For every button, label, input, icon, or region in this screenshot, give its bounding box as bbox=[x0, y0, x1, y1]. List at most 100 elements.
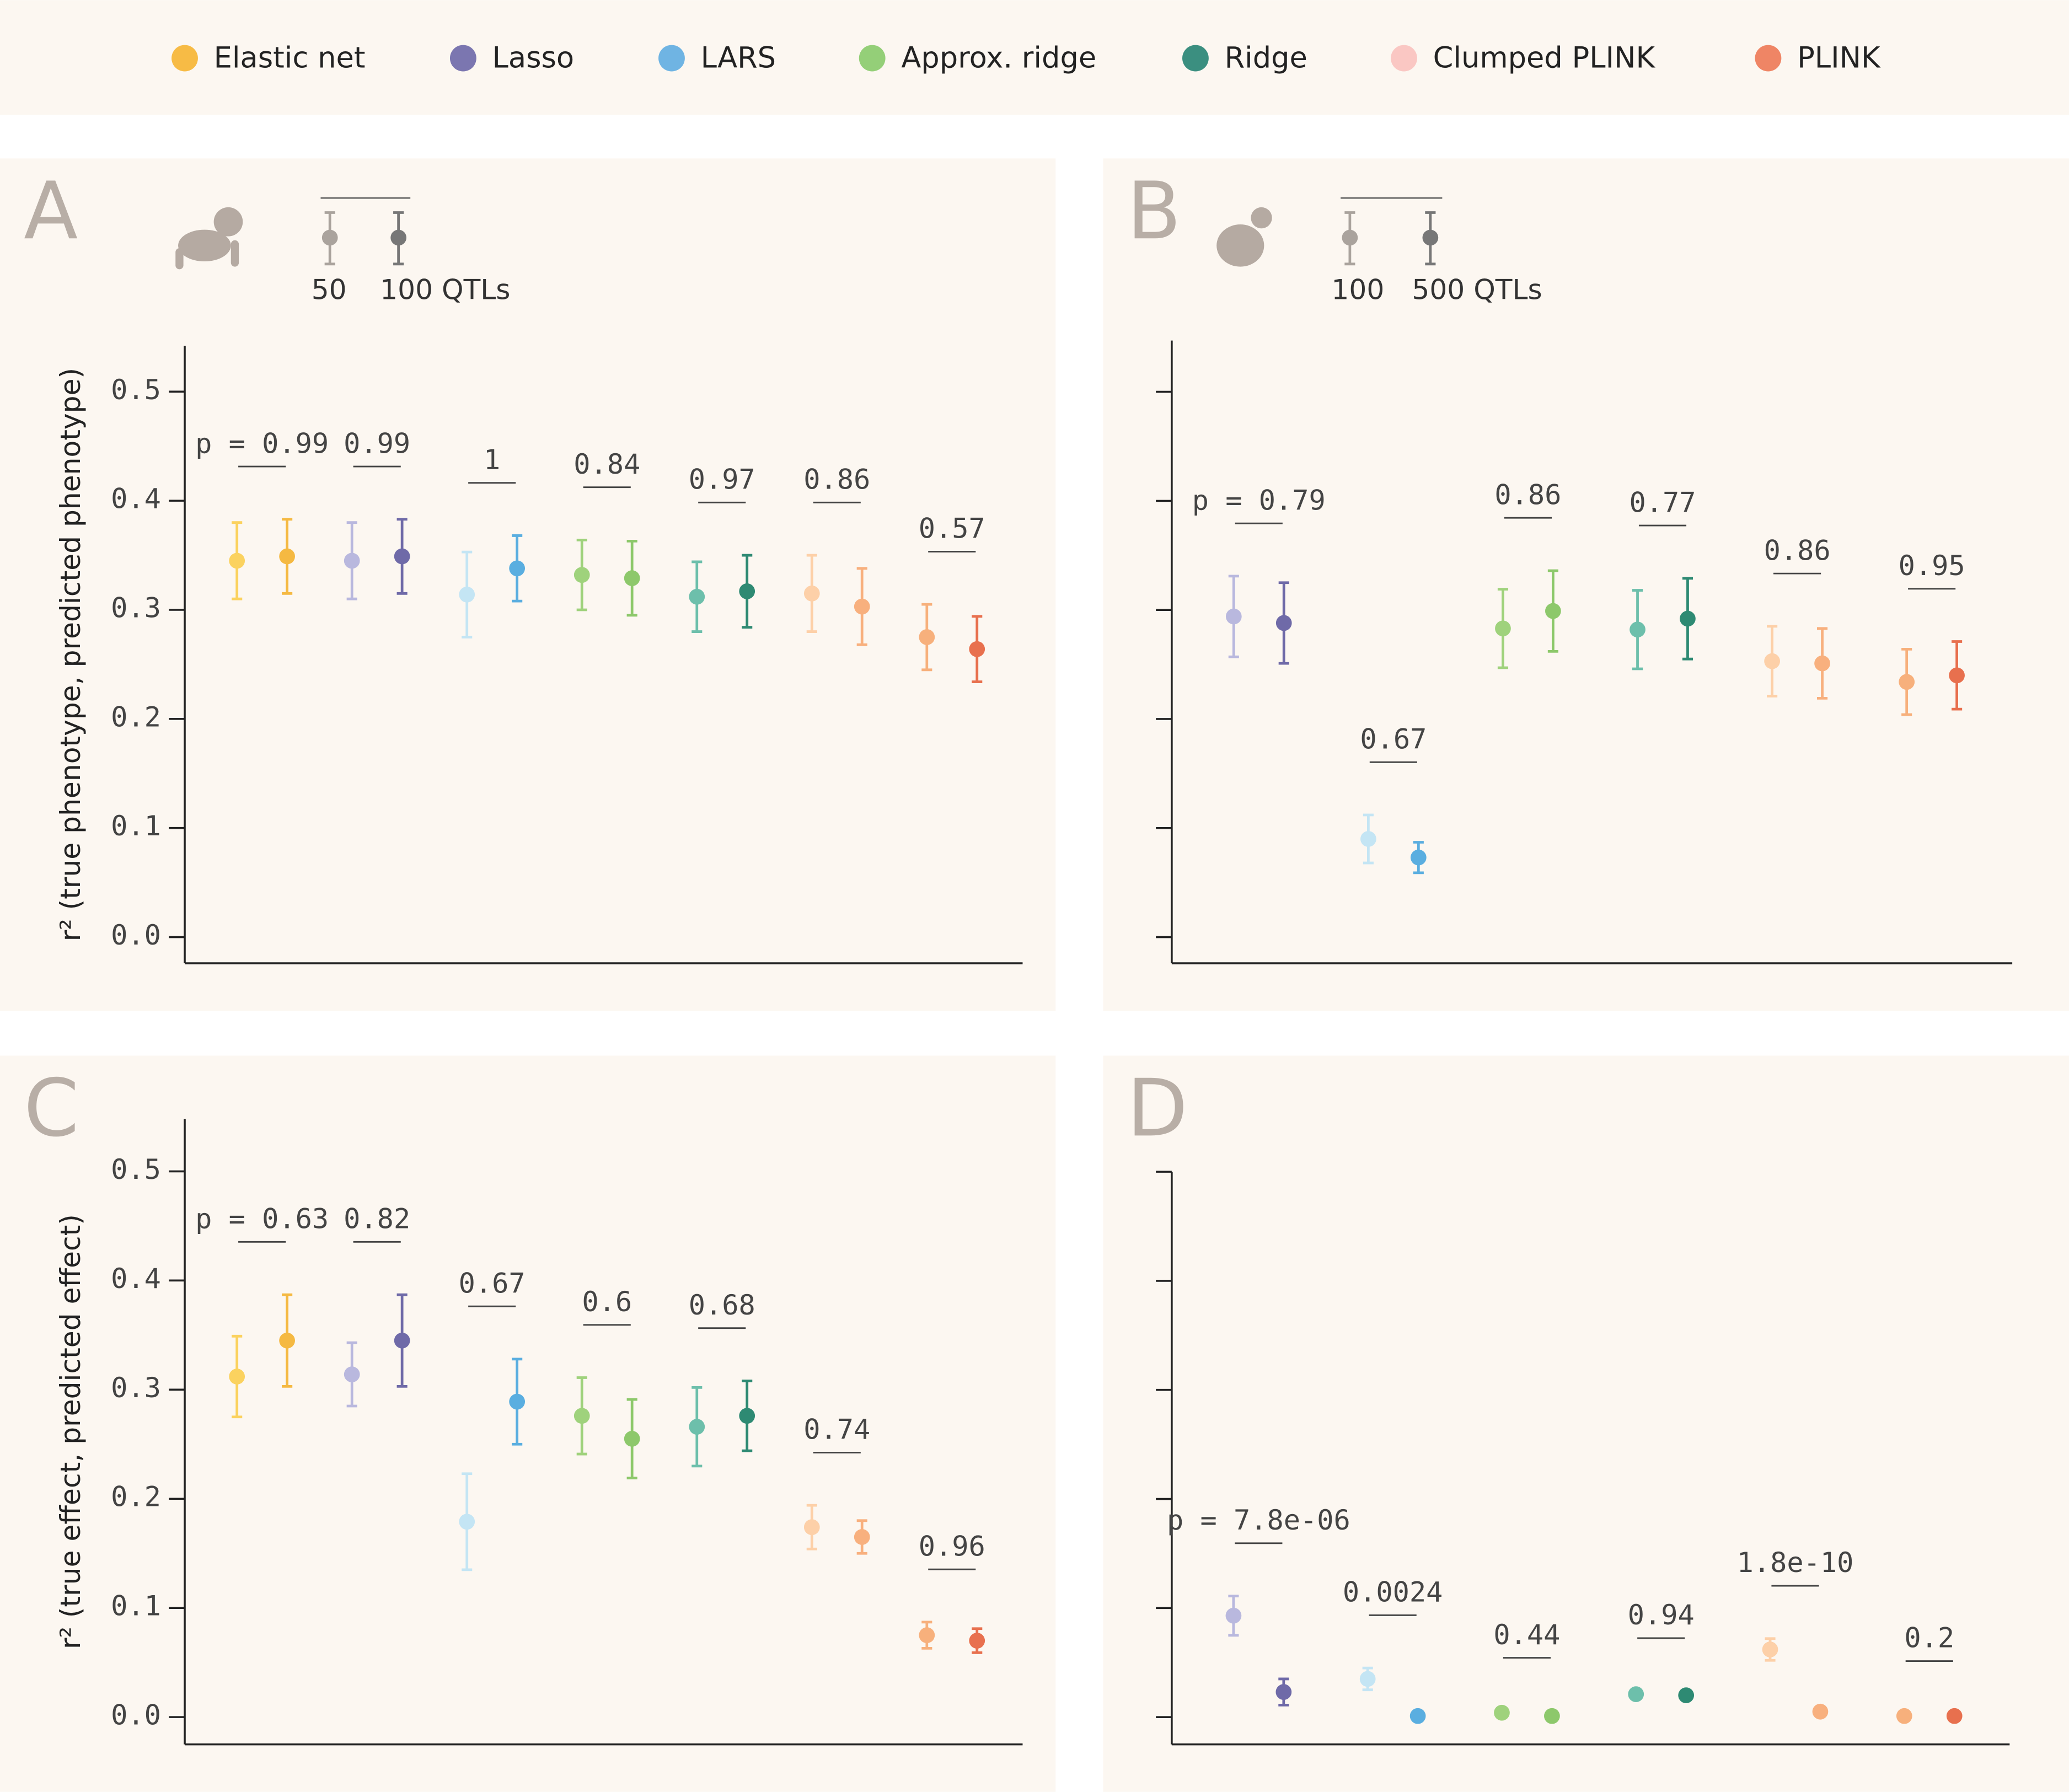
y-tick-label: 0.4 bbox=[111, 1262, 161, 1295]
point bbox=[689, 588, 705, 605]
y-tick-label: 0.2 bbox=[111, 1480, 161, 1513]
point bbox=[803, 1519, 820, 1536]
condition-label: 100 QTLs bbox=[380, 273, 510, 306]
panel-letter: D bbox=[1127, 1062, 1188, 1154]
y-tick-label: 0.0 bbox=[111, 1699, 161, 1731]
p-label: 0.97 bbox=[689, 463, 755, 496]
point bbox=[573, 567, 590, 583]
baby-icon bbox=[175, 207, 243, 270]
y-tick-label: 0.2 bbox=[111, 700, 161, 733]
legend-label: Elastic net bbox=[214, 41, 366, 75]
point bbox=[1896, 1708, 1912, 1724]
point bbox=[1814, 655, 1830, 672]
point bbox=[1494, 1704, 1510, 1721]
point bbox=[1680, 610, 1696, 627]
point bbox=[854, 1529, 870, 1545]
y-tick-label: 0.0 bbox=[111, 919, 161, 951]
panel-bg bbox=[1103, 1055, 2069, 1792]
point bbox=[459, 586, 475, 603]
point bbox=[279, 548, 295, 565]
point bbox=[969, 641, 985, 657]
legend-label: LARS bbox=[701, 41, 776, 75]
p-label: 0.86 bbox=[1764, 534, 1831, 566]
point bbox=[854, 598, 870, 615]
legend-marker bbox=[859, 45, 886, 72]
panel-bg bbox=[0, 158, 1056, 1011]
p-label: 0.2 bbox=[1904, 1622, 1954, 1654]
y-tick-label: 0.4 bbox=[111, 482, 161, 515]
legend-label: Ridge bbox=[1225, 41, 1307, 75]
p-label: 0.57 bbox=[919, 512, 985, 545]
p-label: 1 bbox=[484, 443, 500, 476]
point bbox=[344, 1366, 360, 1382]
condition-label: 500 QTLs bbox=[1412, 273, 1542, 306]
p-label: p = 0.63 bbox=[195, 1203, 329, 1235]
y-tick-label: 0.5 bbox=[111, 373, 161, 406]
point bbox=[624, 1431, 640, 1447]
inset-marker bbox=[1422, 229, 1439, 246]
p-label: 0.6 bbox=[582, 1285, 632, 1318]
y-tick-label: 0.1 bbox=[111, 1590, 161, 1622]
point bbox=[1628, 1686, 1644, 1702]
point bbox=[689, 1419, 705, 1435]
point bbox=[1410, 849, 1427, 866]
legend-band bbox=[0, 0, 2069, 115]
p-label: 0.86 bbox=[1494, 478, 1561, 511]
point bbox=[739, 583, 755, 599]
point bbox=[624, 570, 640, 586]
p-label: 0.0024 bbox=[1343, 1576, 1443, 1608]
condition-label: 100 bbox=[1331, 273, 1384, 306]
point bbox=[394, 548, 410, 565]
y-tick-label: 0.3 bbox=[111, 591, 161, 624]
point bbox=[394, 1332, 410, 1349]
p-label: 0.95 bbox=[1899, 549, 1965, 582]
y-tick-label: 0.5 bbox=[111, 1153, 161, 1185]
p-label: 0.99 bbox=[344, 427, 410, 459]
point bbox=[1544, 1708, 1560, 1724]
legend-marker bbox=[658, 45, 685, 72]
p-label: 0.68 bbox=[689, 1289, 755, 1321]
point bbox=[229, 1369, 245, 1385]
panel-bg bbox=[1103, 158, 2069, 1011]
point bbox=[1359, 1671, 1376, 1687]
point bbox=[1360, 831, 1376, 847]
condition-label: 50 bbox=[312, 273, 347, 306]
p-label: 0.82 bbox=[344, 1203, 410, 1235]
point bbox=[1275, 1684, 1292, 1700]
point bbox=[803, 585, 820, 602]
p-label: 0.67 bbox=[1360, 723, 1427, 755]
point bbox=[1678, 1687, 1695, 1703]
point bbox=[969, 1633, 985, 1649]
inset-marker bbox=[321, 229, 338, 246]
point bbox=[1764, 653, 1780, 669]
point bbox=[919, 629, 935, 645]
yeast-icon bbox=[1216, 207, 1272, 267]
panel-letter: A bbox=[24, 165, 78, 257]
legend-marker bbox=[449, 45, 476, 72]
point bbox=[229, 552, 245, 569]
y-axis-label: r² (true phenotype, predicted phenotype) bbox=[54, 368, 87, 941]
inset-marker bbox=[390, 229, 406, 246]
point bbox=[1545, 603, 1561, 619]
point bbox=[1409, 1708, 1426, 1724]
p-label: 0.44 bbox=[1493, 1618, 1560, 1651]
point bbox=[279, 1332, 295, 1349]
p-label: p = 0.79 bbox=[1192, 484, 1326, 516]
y-tick-label: 0.3 bbox=[111, 1371, 161, 1404]
point bbox=[1630, 621, 1645, 638]
inset-marker bbox=[1342, 229, 1358, 246]
legend-label: Lasso bbox=[492, 41, 575, 75]
y-tick-label: 0.1 bbox=[111, 809, 161, 842]
p-label: 1.8e-10 bbox=[1737, 1546, 1854, 1579]
legend-label: Clumped PLINK bbox=[1433, 41, 1656, 75]
p-label: 0.94 bbox=[1628, 1598, 1695, 1631]
legend-label: Approx. ridge bbox=[901, 41, 1096, 75]
p-label: 0.74 bbox=[803, 1413, 870, 1446]
point bbox=[1899, 674, 1915, 690]
point bbox=[1495, 620, 1511, 637]
legend-marker bbox=[1755, 45, 1782, 72]
point bbox=[344, 552, 360, 569]
point bbox=[1275, 615, 1292, 631]
y-axis-label: r² (true effect, predicted effect) bbox=[54, 1214, 87, 1649]
